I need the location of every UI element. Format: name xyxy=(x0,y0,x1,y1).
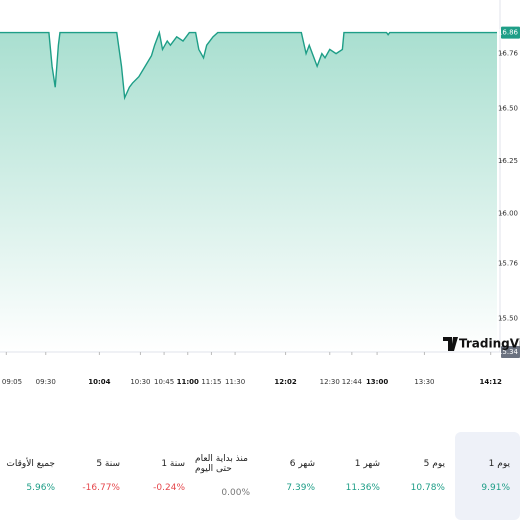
period-tab[interactable]: 5 يوم 10.78% xyxy=(390,432,455,520)
y-tick-label: 15.50 xyxy=(498,314,518,322)
period-label: 5 سنة xyxy=(96,459,120,469)
period-tab[interactable]: 6 شهر 7.39% xyxy=(260,432,325,520)
period-label: 1 سنة xyxy=(161,459,185,469)
x-tick-label: 14:12 xyxy=(480,378,502,386)
period-label: 1 شهر xyxy=(354,459,380,469)
period-change: 5.96% xyxy=(26,483,55,493)
period-change: 9.91% xyxy=(481,483,510,493)
x-tick-label: 09:05 xyxy=(2,378,22,386)
x-tick-label: 11:00 xyxy=(177,378,199,386)
period-change: 7.39% xyxy=(286,483,315,493)
x-tick-label: 10:45 xyxy=(154,378,174,386)
watermark: TradingView xyxy=(459,337,520,351)
x-tick-label: 13:30 xyxy=(414,378,434,386)
area-fill xyxy=(0,32,497,352)
x-tick-label: 10:30 xyxy=(130,378,150,386)
period-label: 6 شهر xyxy=(289,459,315,469)
y-tick-label: 16.76 xyxy=(498,50,519,58)
x-tick-label: 09:30 xyxy=(36,378,56,386)
period-change: 0.00% xyxy=(221,488,250,498)
period-label: منذ بداية العام حتى اليوم xyxy=(195,454,248,474)
period-tab[interactable]: 1 يوم 9.91% xyxy=(455,432,520,520)
price-label: 16.86 xyxy=(498,29,519,37)
x-tick-label: 12:02 xyxy=(274,378,296,386)
period-tab[interactable]: 1 سنة -0.24% xyxy=(130,432,195,520)
y-tick-label: 16.25 xyxy=(498,157,518,165)
x-tick-label: 13:00 xyxy=(366,378,388,386)
price-label-box xyxy=(501,346,520,358)
period-change: 10.78% xyxy=(410,483,445,493)
period-change: 11.36% xyxy=(345,483,380,493)
y-tick-label: 16.00 xyxy=(498,209,518,217)
period-label: 1 يوم xyxy=(488,459,510,469)
x-tick-label: 12:44 xyxy=(342,378,363,386)
x-tick-label: 11:15 xyxy=(201,378,221,386)
watermark-logo xyxy=(443,337,458,351)
price-line xyxy=(0,30,497,101)
period-tab[interactable]: جميع الأوقات 5.96% xyxy=(0,432,65,520)
period-change: -0.24% xyxy=(153,483,185,493)
price-label-box xyxy=(501,26,520,39)
period-tab[interactable]: 1 شهر 11.36% xyxy=(325,432,390,520)
period-tabs: 1 يوم 9.91% 5 يوم 10.78% 1 شهر 11.36% 6 شهر 7.3… xyxy=(0,432,520,520)
period-label: 5 يوم xyxy=(423,459,445,469)
period-change: -16.77% xyxy=(82,483,120,493)
period-tab[interactable]: 5 سنة -16.77% xyxy=(65,432,130,520)
x-tick-label: 12:30 xyxy=(320,378,340,386)
chart: 16.76 16.50 16.25 16.00 15.76 15.50 16.86 15.34… xyxy=(0,0,520,386)
y-tick-label: 15.76 xyxy=(498,260,519,268)
period-tab[interactable]: منذ بداية العام حتى اليوم 0.00% xyxy=(195,432,260,520)
period-label: جميع الأوقات xyxy=(6,459,55,469)
x-tick-label: 11:30 xyxy=(225,378,245,386)
y-tick-label: 16.50 xyxy=(498,104,518,112)
price-label: 15.34 xyxy=(498,348,519,356)
x-tick-label: 10:04 xyxy=(88,378,110,386)
